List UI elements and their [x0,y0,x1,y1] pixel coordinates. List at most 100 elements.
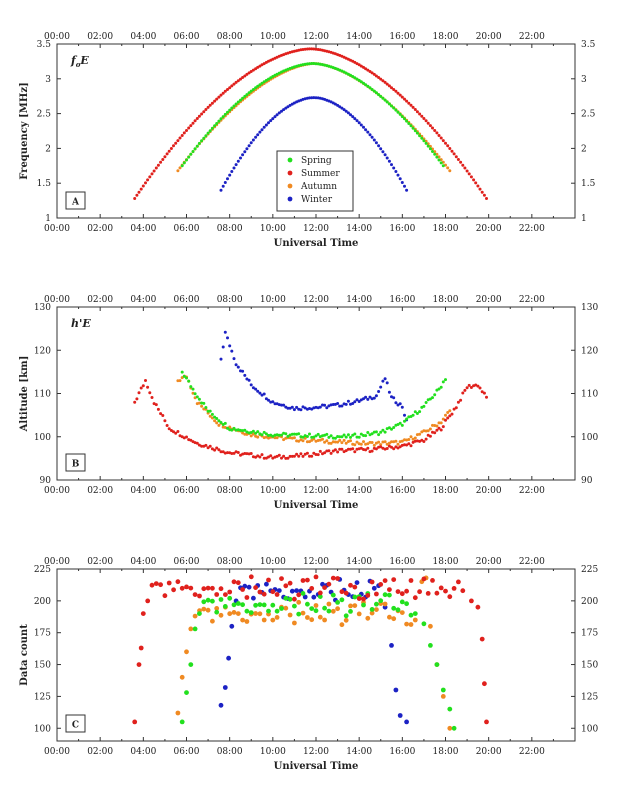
data-point [292,436,296,440]
data-point [241,76,245,79]
data-point [251,68,255,72]
data-point [465,386,469,390]
data-point [228,173,232,177]
x-tick-label-top: 22:00 [519,295,545,305]
data-point [359,123,363,127]
data-point [202,110,206,114]
data-point [326,601,332,607]
data-point [226,88,229,91]
data-point [191,387,195,391]
data-point [460,588,466,594]
data-point [206,446,210,450]
data-point [394,170,398,173]
x-tick-label: 20:00 [476,224,502,234]
data-point [387,102,391,106]
data-point [392,166,396,170]
data-point [286,434,290,438]
x-tick-label-top: 08:00 [217,295,243,305]
data-point [344,109,348,113]
data-point [323,403,327,407]
data-point [217,119,221,123]
data-point [431,423,434,427]
data-point [144,379,147,382]
data-point [197,443,201,447]
data-point [200,444,204,448]
data-point [236,451,240,454]
data-point [393,687,399,693]
data-point [308,47,311,51]
data-point [228,344,232,348]
data-point [215,417,219,420]
data-point [301,435,305,439]
data-point [230,170,234,173]
data-point [418,134,422,138]
data-point [235,580,241,586]
data-point [226,110,229,114]
data-point [150,396,154,399]
data-point [330,608,336,614]
data-point [374,394,378,398]
data-point [392,88,396,91]
data-point [459,160,463,164]
data-point [439,428,443,432]
data-point [418,410,422,414]
data-point [226,426,229,430]
data-point [240,617,246,623]
x-tick-label-top: 06:00 [174,295,200,305]
data-point [297,439,301,443]
data-point [369,610,375,616]
data-point [219,188,223,192]
data-point [208,414,212,418]
data-point [390,163,393,167]
data-point [314,453,318,456]
data-point [426,121,430,125]
data-point [408,612,414,618]
data-point [206,105,210,109]
data-point [446,166,450,170]
data-point [245,93,249,97]
data-point [274,615,280,620]
data-point [188,585,194,591]
data-point [313,603,319,608]
data-point [339,597,345,603]
data-point [418,112,422,116]
x-axis-title: Universal Time [274,500,359,511]
data-point [339,589,345,595]
data-point [180,164,184,168]
data-point [379,443,383,447]
data-point [398,402,402,406]
series-autumn [176,374,452,447]
x-tick-label-top: 10:00 [260,557,286,567]
data-point [469,598,474,604]
data-point [195,395,199,399]
data-point [446,144,450,148]
data-point [385,100,389,104]
data-point [158,582,164,588]
data-point [215,421,219,425]
data-point [308,96,311,100]
data-point [261,591,267,597]
data-point [239,156,242,160]
data-point [333,440,337,444]
data-point [359,442,363,446]
y-axis-title: Frequency [MHz] [19,82,30,180]
data-point [202,136,206,140]
data-point [355,62,359,66]
x-tick-label-top: 12:00 [303,32,329,42]
data-point [377,93,381,97]
x-tick-label: 08:00 [217,224,243,234]
data-point [247,91,251,95]
data-point [349,113,352,117]
data-point [335,600,340,605]
data-point [308,440,311,444]
x-tick-label: 06:00 [174,486,200,496]
data-point [244,608,250,614]
data-point [223,330,227,334]
data-point [185,158,188,162]
panel-label-box [65,453,86,472]
x-tick-label: 08:00 [217,747,243,757]
data-point [185,129,188,132]
data-point [364,83,368,87]
data-point [214,606,220,611]
data-point [288,436,292,440]
